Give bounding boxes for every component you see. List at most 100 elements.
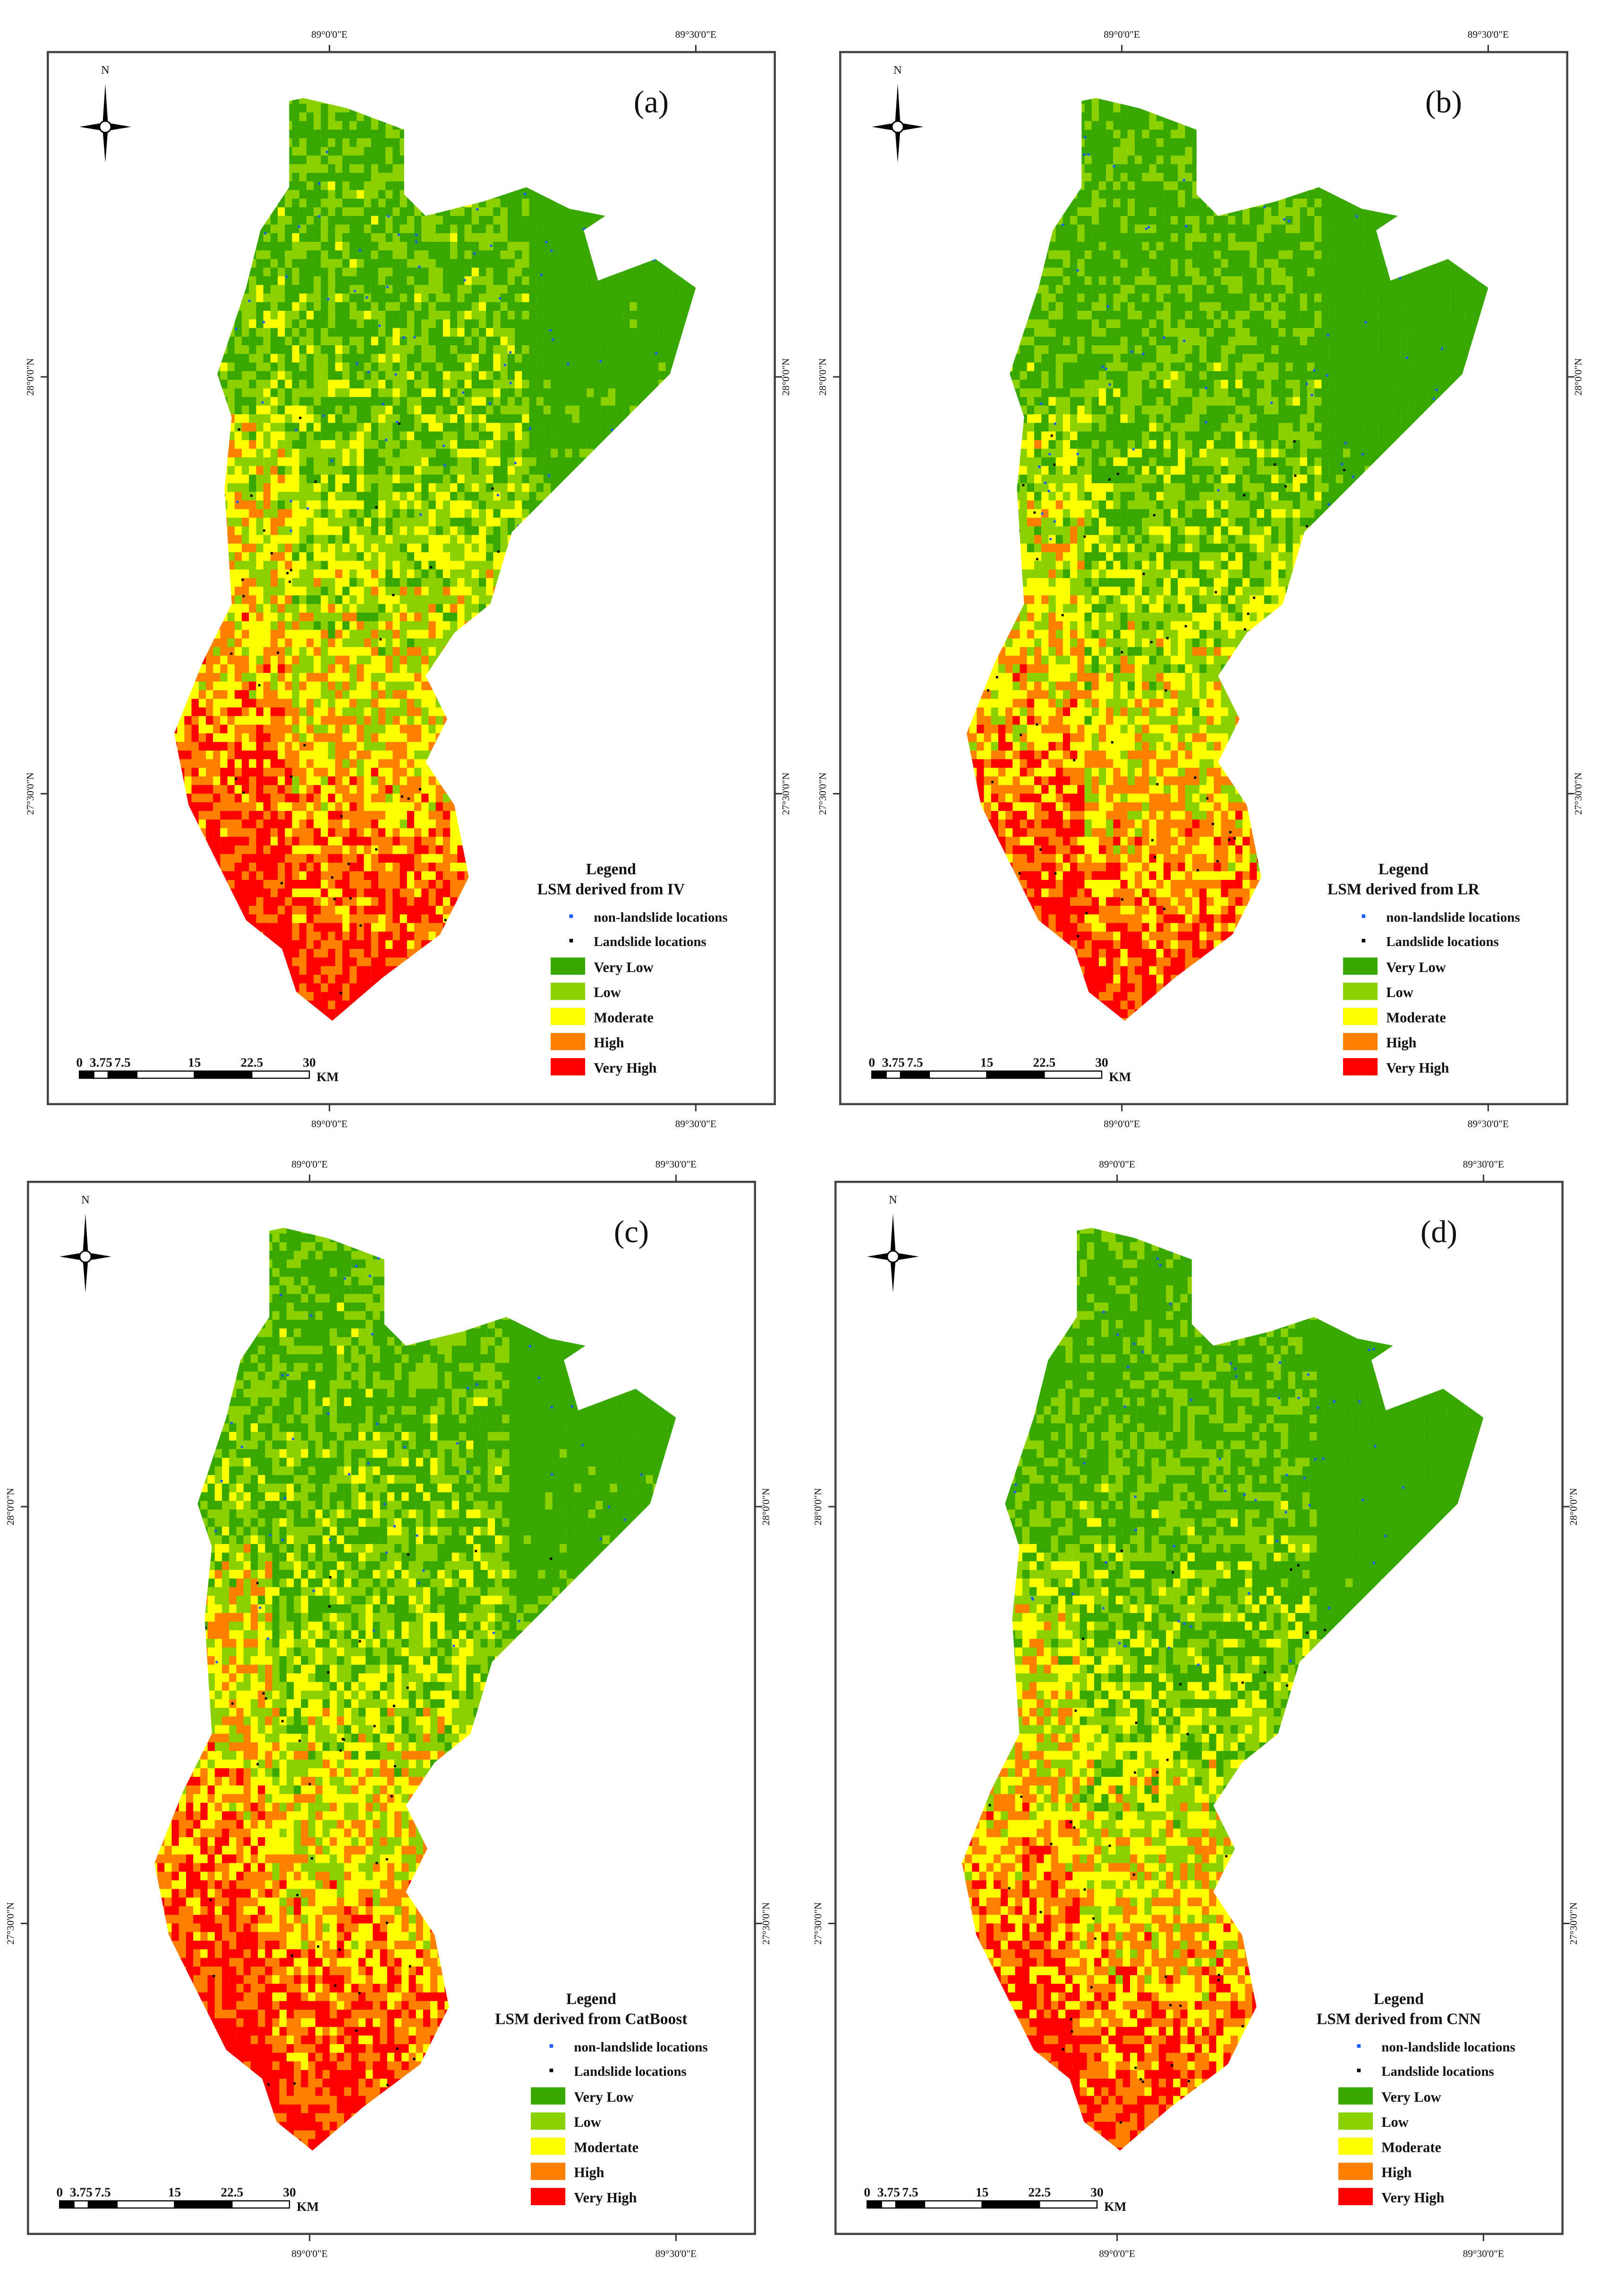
susceptibility-cell xyxy=(594,431,601,441)
susceptibility-cell xyxy=(278,388,285,398)
susceptibility-cell xyxy=(666,552,677,562)
susceptibility-cell xyxy=(235,129,246,139)
susceptibility-cell xyxy=(673,95,684,105)
susceptibility-cell xyxy=(687,121,698,131)
susceptibility-cell xyxy=(594,552,602,562)
susceptibility-cell xyxy=(206,362,214,372)
susceptibility-cell xyxy=(558,639,568,648)
susceptibility-cell xyxy=(666,578,673,588)
susceptibility-cell xyxy=(651,440,660,450)
susceptibility-cell xyxy=(572,544,582,554)
susceptibility-cell xyxy=(385,561,392,571)
susceptibility-cell xyxy=(680,552,689,562)
susceptibility-cell xyxy=(694,578,704,588)
susceptibility-cell xyxy=(450,164,459,174)
susceptibility-cell xyxy=(608,457,618,467)
susceptibility-cell xyxy=(206,397,217,407)
susceptibility-cell xyxy=(673,397,681,407)
susceptibility-cell xyxy=(565,250,572,260)
susceptibility-cell xyxy=(206,121,213,131)
susceptibility-cell xyxy=(220,267,227,277)
susceptibility-cell xyxy=(608,224,617,234)
susceptibility-cell xyxy=(637,440,648,450)
susceptibility-cell xyxy=(177,276,186,286)
susceptibility-cell xyxy=(335,561,342,571)
susceptibility-cell xyxy=(220,181,231,191)
susceptibility-cell xyxy=(177,336,186,346)
susceptibility-cell xyxy=(436,544,443,554)
susceptibility-cell xyxy=(249,336,256,346)
susceptibility-cell xyxy=(321,552,328,562)
susceptibility-cell xyxy=(429,449,436,459)
susceptibility-cell xyxy=(199,319,209,329)
susceptibility-cell xyxy=(608,475,618,485)
susceptibility-cell xyxy=(199,544,209,554)
susceptibility-cell xyxy=(206,552,217,562)
susceptibility-cell xyxy=(673,250,683,260)
susceptibility-cell xyxy=(378,380,385,390)
susceptibility-cell xyxy=(522,259,529,269)
susceptibility-cell xyxy=(349,293,357,303)
susceptibility-cell xyxy=(357,224,364,234)
susceptibility-cell xyxy=(493,621,502,631)
susceptibility-cell xyxy=(622,138,632,148)
susceptibility-cell xyxy=(321,604,328,614)
susceptibility-cell xyxy=(680,509,690,519)
susceptibility-cell xyxy=(457,147,464,157)
susceptibility-cell xyxy=(457,129,464,139)
susceptibility-cell xyxy=(515,500,522,510)
susceptibility-cell xyxy=(256,440,263,450)
susceptibility-cell xyxy=(228,431,235,441)
susceptibility-cell xyxy=(615,181,625,191)
susceptibility-cell xyxy=(673,207,680,217)
susceptibility-cell xyxy=(378,233,385,243)
susceptibility-cell xyxy=(328,621,335,631)
susceptibility-cell xyxy=(666,181,677,191)
susceptibility-cell xyxy=(551,104,559,114)
susceptibility-cell xyxy=(673,380,681,390)
susceptibility-cell xyxy=(378,104,390,114)
susceptibility-cell xyxy=(285,380,292,390)
susceptibility-cell xyxy=(364,250,371,260)
susceptibility-cell xyxy=(565,587,572,597)
susceptibility-cell xyxy=(529,621,540,631)
susceptibility-cell xyxy=(601,561,611,571)
susceptibility-cell xyxy=(637,250,648,260)
susceptibility-cell xyxy=(235,621,242,631)
susceptibility-cell xyxy=(206,233,217,243)
susceptibility-cell xyxy=(349,673,357,683)
susceptibility-cell xyxy=(450,431,457,441)
susceptibility-cell xyxy=(206,259,216,269)
susceptibility-cell xyxy=(177,164,186,174)
susceptibility-cell xyxy=(666,190,676,200)
susceptibility-cell xyxy=(687,664,698,674)
susceptibility-cell xyxy=(493,578,504,588)
susceptibility-cell xyxy=(579,190,591,200)
susceptibility-cell xyxy=(414,647,421,657)
susceptibility-cell xyxy=(450,319,457,329)
susceptibility-cell xyxy=(457,276,464,286)
susceptibility-cell xyxy=(587,561,596,571)
susceptibility-cell xyxy=(271,181,281,191)
susceptibility-cell xyxy=(256,138,263,148)
susceptibility-cell xyxy=(335,440,342,450)
susceptibility-cell xyxy=(666,492,674,502)
susceptibility-cell xyxy=(687,267,694,277)
susceptibility-cell xyxy=(565,207,572,217)
susceptibility-cell xyxy=(608,535,620,545)
susceptibility-cell xyxy=(558,587,568,597)
susceptibility-cell xyxy=(184,423,194,433)
susceptibility-cell xyxy=(206,639,213,648)
susceptibility-cell xyxy=(608,121,620,131)
susceptibility-cell xyxy=(192,112,202,122)
susceptibility-cell xyxy=(529,500,536,510)
susceptibility-cell xyxy=(235,630,242,640)
susceptibility-cell xyxy=(694,173,706,183)
susceptibility-cell xyxy=(694,190,703,200)
susceptibility-cell xyxy=(658,423,667,433)
susceptibility-cell xyxy=(651,647,660,657)
susceptibility-cell xyxy=(228,112,238,122)
susceptibility-cell xyxy=(587,595,598,605)
susceptibility-cell xyxy=(587,552,596,562)
susceptibility-cell xyxy=(694,569,704,579)
